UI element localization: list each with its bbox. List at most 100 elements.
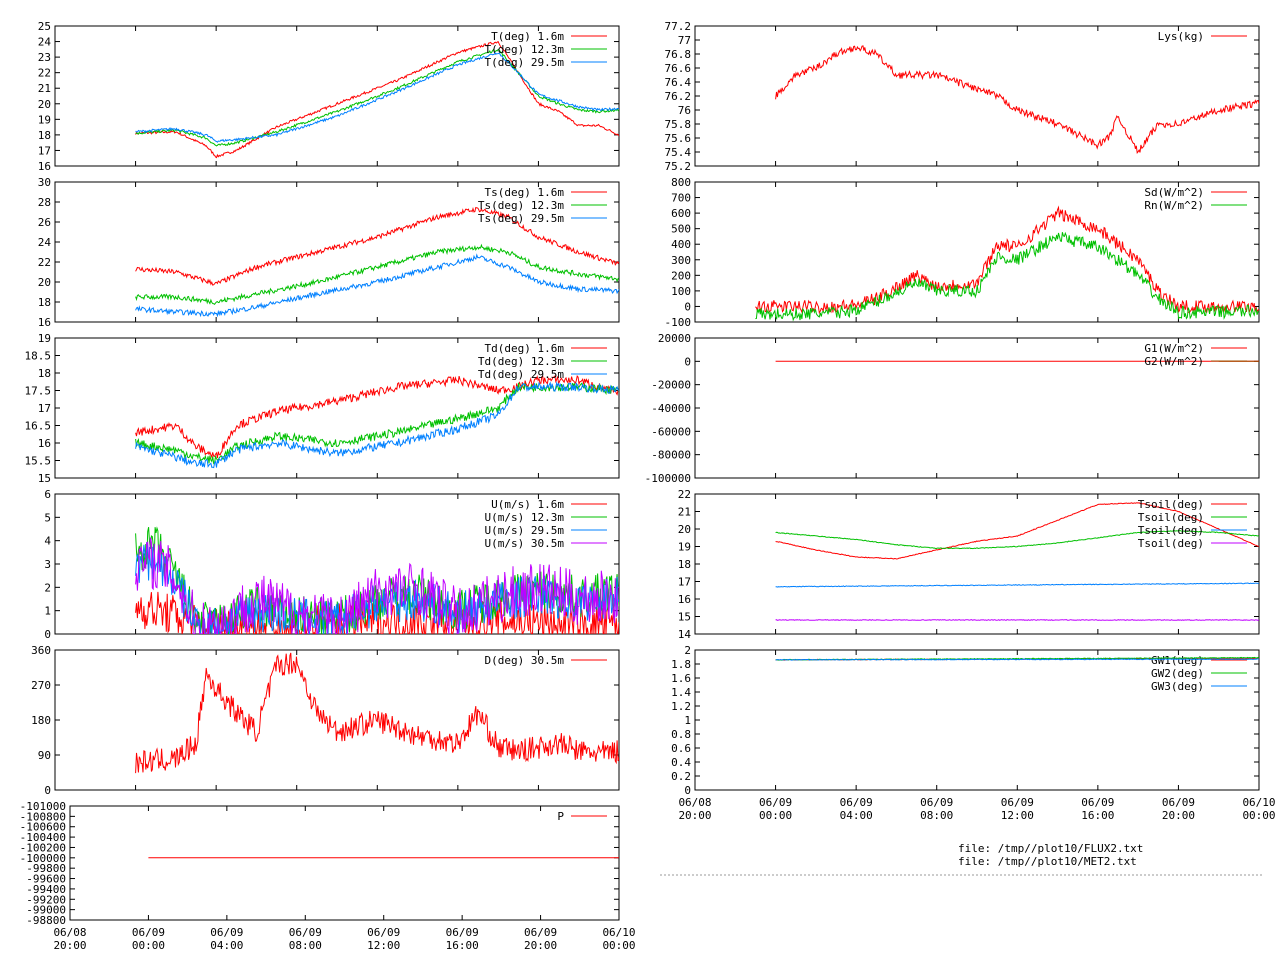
legend-label: GW2(deg) bbox=[1151, 667, 1204, 680]
series-line-Tsoil-2 bbox=[775, 582, 1259, 588]
y-tick-label: 700 bbox=[671, 192, 691, 205]
file-line-met: file: /tmp//plot10/MET2.txt bbox=[958, 855, 1137, 868]
y-tick-label: 22 bbox=[38, 67, 51, 80]
series-line-T-1 bbox=[135, 48, 619, 147]
y-tick-label: 16 bbox=[38, 437, 51, 450]
y-tick-label: -99600 bbox=[26, 873, 66, 886]
x-tick-label: 06/08 bbox=[53, 926, 86, 939]
y-tick-label: 75.4 bbox=[665, 146, 692, 159]
panel-P: -101000-100800-100600-100400-100200-1000… bbox=[20, 800, 636, 952]
legend-label: Rn(W/m^2) bbox=[1144, 199, 1204, 212]
panel-Lys: 75.275.475.675.87676.276.476.676.87777.2… bbox=[665, 20, 1260, 173]
y-tick-label: 30 bbox=[38, 176, 51, 189]
y-tick-label: 76.8 bbox=[665, 48, 692, 61]
legend-label: U(m/s) 1.6m bbox=[491, 498, 564, 511]
file-info: file: /tmp//plot10/FLUX2.txt file: /tmp/… bbox=[958, 842, 1143, 868]
y-tick-label: 24 bbox=[38, 36, 52, 49]
series-line-GW-2 bbox=[775, 658, 1259, 661]
y-tick-label: 18 bbox=[38, 367, 51, 380]
legend-label: T(deg) 29.5m bbox=[485, 56, 565, 69]
plot-frame bbox=[54, 181, 620, 323]
y-tick-label: 17 bbox=[38, 144, 51, 157]
y-tick-label: 14 bbox=[678, 628, 692, 641]
y-tick-label: 100 bbox=[671, 285, 691, 298]
series-line-U-1 bbox=[135, 526, 619, 634]
legend-label: D(deg) 30.5m bbox=[485, 654, 565, 667]
y-tick-label: 1.8 bbox=[671, 658, 691, 671]
plot-frame bbox=[69, 805, 620, 921]
y-tick-label: 270 bbox=[31, 679, 51, 692]
x-tick-label: 06/09 bbox=[1001, 796, 1034, 809]
x-tick-label: 16:00 bbox=[446, 939, 479, 952]
y-tick-label: 76.4 bbox=[665, 76, 692, 89]
panel-GW: 00.20.40.60.811.21.41.61.8206/0820:0006/… bbox=[671, 644, 1275, 822]
y-tick-label: 19 bbox=[38, 113, 51, 126]
plot-frame bbox=[694, 25, 1260, 167]
y-tick-label: -40000 bbox=[651, 402, 691, 415]
x-tick-label: 06/09 bbox=[1081, 796, 1114, 809]
x-tick-label: 08:00 bbox=[289, 939, 322, 952]
y-tick-label: 76.6 bbox=[665, 62, 692, 75]
x-tick-label: 04:00 bbox=[210, 939, 243, 952]
legend-label: Tsoil(deg) bbox=[1138, 498, 1204, 511]
y-tick-label: 18.5 bbox=[25, 350, 52, 363]
y-tick-label: 6 bbox=[44, 488, 51, 501]
x-tick-label: 06/09 bbox=[367, 926, 400, 939]
y-tick-label: 600 bbox=[671, 207, 691, 220]
series-line-T-2 bbox=[135, 52, 619, 143]
x-tick-label: 20:00 bbox=[1162, 809, 1195, 822]
y-tick-label: 1 bbox=[684, 714, 691, 727]
legend-label: U(m/s) 12.3m bbox=[485, 511, 565, 524]
legend-label: Ts(deg) 12.3m bbox=[478, 199, 564, 212]
plot-frame bbox=[54, 649, 620, 791]
y-tick-label: -98800 bbox=[26, 914, 66, 927]
x-tick-label: 00:00 bbox=[132, 939, 165, 952]
y-tick-label: 400 bbox=[671, 238, 691, 251]
legend-label: Tsoil(deg) bbox=[1138, 511, 1204, 524]
y-tick-label: -100200 bbox=[20, 841, 66, 854]
y-tick-label: -20000 bbox=[651, 379, 691, 392]
y-tick-label: 77 bbox=[678, 34, 691, 47]
legend-label: U(m/s) 29.5m bbox=[485, 524, 565, 537]
x-tick-label: 16:00 bbox=[1081, 809, 1114, 822]
y-tick-label: 2 bbox=[684, 644, 691, 657]
y-tick-label: -100400 bbox=[20, 831, 66, 844]
y-tick-label: -101000 bbox=[20, 800, 66, 813]
y-tick-label: 1.4 bbox=[671, 686, 691, 699]
series-line-U-3 bbox=[135, 537, 619, 634]
y-tick-label: 21 bbox=[38, 82, 51, 95]
y-tick-label: 200 bbox=[671, 269, 691, 282]
y-tick-label: 0 bbox=[684, 355, 691, 368]
legend-label: Lys(kg) bbox=[1158, 30, 1204, 43]
y-tick-label: 18 bbox=[38, 129, 51, 142]
series-line-Ts-0 bbox=[135, 206, 619, 286]
series-line-Lys-0 bbox=[775, 45, 1259, 155]
legend-label: T(deg) 12.3m bbox=[485, 43, 565, 56]
y-tick-label: 75.6 bbox=[665, 132, 692, 145]
panel-U: 0 1 2 3 4 5 6 U(m/s) 1.6mU(m/s) 12.3mU(m/s) 29.… bbox=[44, 488, 620, 641]
y-tick-label: 25 bbox=[38, 20, 51, 33]
y-tick-label: 75.2 bbox=[665, 160, 692, 173]
legend-label: GW1(deg) bbox=[1151, 654, 1204, 667]
y-tick-label: 0.8 bbox=[671, 728, 691, 741]
y-tick-label: -99200 bbox=[26, 893, 66, 906]
x-tick-label: 06/09 bbox=[132, 926, 165, 939]
x-tick-label: 00:00 bbox=[759, 809, 792, 822]
y-tick-label: 3 bbox=[44, 558, 51, 571]
y-tick-label: 0 bbox=[44, 784, 51, 797]
y-tick-label: 1 bbox=[44, 605, 51, 618]
y-tick-label: -99800 bbox=[26, 862, 66, 875]
file-line-flux: file: /tmp//plot10/FLUX2.txt bbox=[958, 842, 1144, 855]
y-tick-label: -99400 bbox=[26, 883, 66, 896]
x-tick-label: 08:00 bbox=[920, 809, 953, 822]
y-tick-label: 77.2 bbox=[665, 20, 692, 33]
y-tick-label: 15.5 bbox=[25, 455, 52, 468]
series-line-Sd-0 bbox=[755, 205, 1259, 315]
y-tick-label: 2 bbox=[44, 581, 51, 594]
y-tick-label: -100600 bbox=[20, 821, 66, 834]
y-tick-label: -99000 bbox=[26, 904, 66, 917]
y-tick-label: 0 bbox=[684, 300, 691, 313]
legend-label: T(deg) 1.6m bbox=[491, 30, 564, 43]
